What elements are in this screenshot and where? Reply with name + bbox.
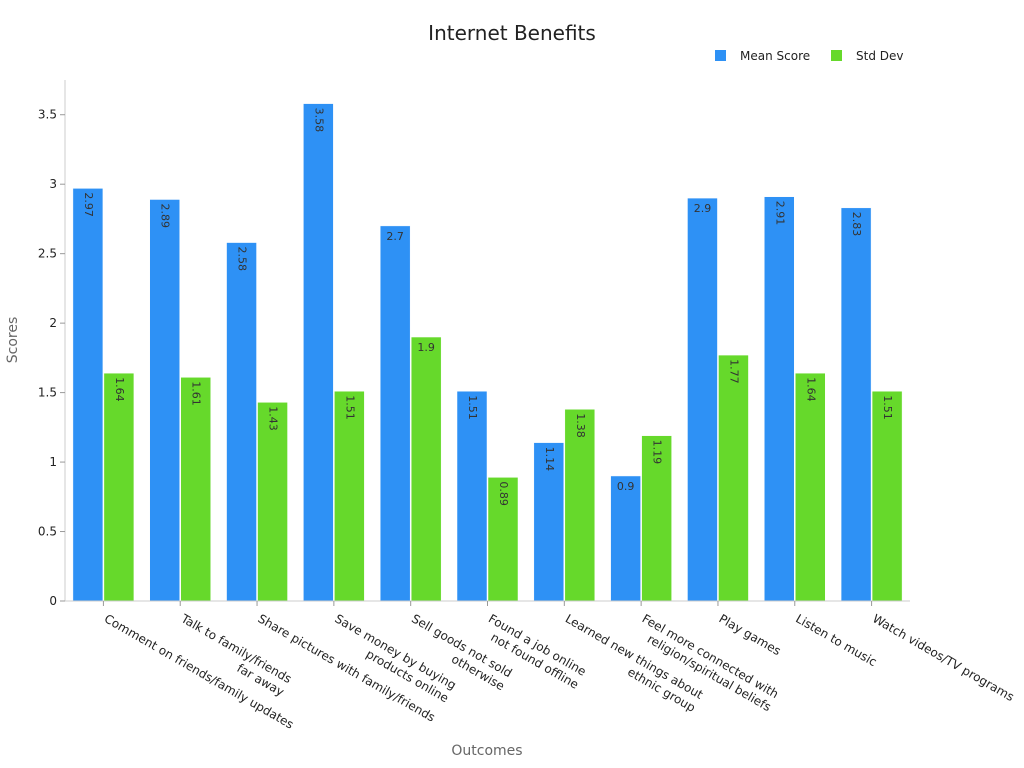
data-label: 1.64 (804, 377, 817, 402)
y-tick-label: 2 (49, 316, 57, 330)
y-tick-label: 1 (49, 455, 57, 469)
data-label: 2.7 (386, 230, 404, 243)
bar-mean-score (149, 199, 180, 602)
data-label: 2.83 (850, 212, 863, 237)
bar-mean-score (379, 225, 411, 602)
bar-std-dev (718, 354, 749, 602)
y-tick-label: 0.5 (38, 525, 57, 539)
y-tick-label: 3 (49, 177, 57, 191)
x-tick-label: Watch videos/TV programs (870, 611, 1016, 704)
y-tick-label: 1.5 (38, 386, 57, 400)
data-label: 0.9 (617, 480, 635, 493)
bar-std-dev (795, 372, 826, 602)
data-label: 2.58 (236, 247, 249, 272)
bar-mean-score (72, 188, 104, 602)
data-label: 1.9 (417, 341, 435, 354)
bar-mean-score (687, 197, 718, 602)
data-label: 2.97 (82, 192, 95, 217)
legend-swatch-mean-score (715, 50, 726, 61)
x-tick-label: Listen to music (793, 611, 879, 669)
bar-std-dev (564, 409, 596, 602)
x-axis-title: Outcomes (451, 743, 522, 759)
bar-mean-score (303, 103, 334, 602)
legend-label-std-dev: Std Dev (856, 49, 903, 63)
bar-mean-score (226, 242, 257, 602)
y-axis-title: Scores (5, 317, 21, 364)
bar-mean-score (610, 475, 641, 602)
data-label: 3.58 (312, 108, 325, 133)
bar-std-dev (410, 336, 442, 602)
data-label: 1.51 (881, 395, 894, 420)
data-label: 1.38 (574, 413, 587, 438)
data-label: 1.51 (466, 395, 479, 420)
bar-mean-score (456, 390, 488, 602)
bar-mean-score (840, 207, 872, 602)
y-axis: 0 0.5 1 1.5 2 2.5 3 3.5 (38, 80, 66, 608)
bar-std-dev (641, 435, 672, 602)
bar-std-dev (871, 390, 903, 602)
data-label: 1.61 (190, 381, 203, 406)
data-label: 1.14 (543, 447, 556, 472)
x-tick-label: Play games (716, 611, 783, 658)
legend-swatch-std-dev (831, 50, 842, 61)
data-labels: 2.97 2.89 2.58 3.58 2.7 1.51 1.14 0.9 2.9 2.91 2.8… (82, 108, 894, 506)
bar-mean-score (533, 442, 565, 602)
data-label: 1.43 (267, 406, 280, 431)
data-label: 1.64 (113, 377, 126, 402)
bar-std-dev (180, 377, 211, 602)
bar-std-dev (257, 402, 288, 602)
bar-mean-score (764, 196, 795, 602)
data-label: 0.89 (497, 481, 510, 506)
bars (72, 103, 903, 602)
bar-std-dev (103, 372, 135, 602)
y-tick-label: 3.5 (38, 108, 57, 122)
y-tick-label: 0 (49, 594, 57, 608)
data-label: 1.51 (343, 395, 356, 420)
chart-title: Internet Benefits (428, 21, 596, 45)
y-tick-label: 2.5 (38, 247, 57, 261)
bar-std-dev (334, 390, 365, 602)
data-label: 2.91 (773, 201, 786, 226)
data-label: 2.9 (694, 202, 712, 215)
data-label: 2.89 (159, 203, 172, 228)
data-label: 1.77 (727, 359, 740, 384)
data-label: 1.19 (651, 440, 664, 465)
legend-label-mean-score: Mean Score (740, 49, 810, 63)
bar-std-dev (487, 477, 519, 602)
legend: Mean Score Std Dev (715, 49, 903, 63)
